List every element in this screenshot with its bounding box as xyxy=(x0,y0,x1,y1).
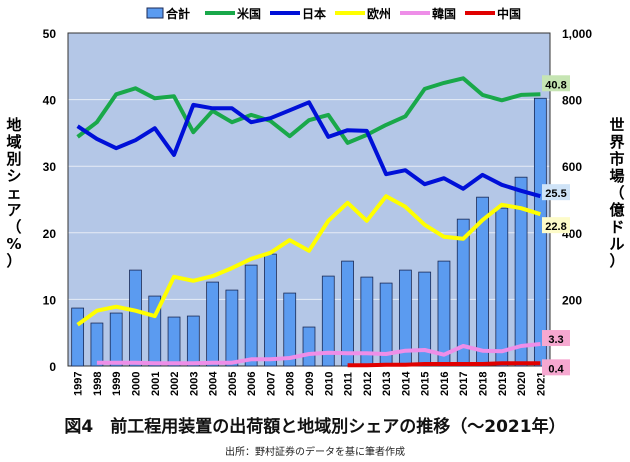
left-axis-title: ア xyxy=(6,201,21,219)
left-tick-label: 10 xyxy=(43,293,57,307)
bar-1998 xyxy=(90,322,104,367)
x-tick-label: 2014 xyxy=(400,371,412,396)
x-tick-label: 2002 xyxy=(169,372,181,396)
plot-area xyxy=(68,33,550,366)
end-label-box xyxy=(542,330,570,347)
right-axis-title: 世 xyxy=(609,116,624,134)
x-tick-label: 2003 xyxy=(188,372,200,396)
end-label-日本: 25.5 xyxy=(545,188,566,200)
right-tick-label: 600 xyxy=(562,160,582,174)
left-tick-label: 50 xyxy=(43,27,57,41)
end-label-box xyxy=(542,75,570,92)
x-tick-label: 2007 xyxy=(265,372,277,396)
x-tick-label: 2016 xyxy=(439,372,451,396)
legend-label: 韓国 xyxy=(432,6,456,21)
end-label-box xyxy=(542,359,570,376)
bar-2011 xyxy=(341,260,354,367)
left-axis-title: （ xyxy=(6,218,21,236)
bar-2016 xyxy=(437,260,451,367)
left-tick-label: 20 xyxy=(43,227,57,241)
legend-label: 合計 xyxy=(166,6,190,21)
x-tick-label: 2006 xyxy=(246,372,258,396)
end-label-中国: 0.4 xyxy=(548,363,564,375)
right-axis-title: （ xyxy=(609,184,624,202)
x-tick-label: 2004 xyxy=(208,371,220,396)
right-tick-label: 1,000 xyxy=(562,27,592,41)
x-tick-label: 2020 xyxy=(516,372,528,396)
x-tick-label: 2019 xyxy=(497,372,509,396)
left-axis-title: シ xyxy=(6,167,21,185)
series-line-中国 xyxy=(347,361,541,368)
right-axis-title: ） xyxy=(609,252,624,270)
end-label-韓国: 3.3 xyxy=(548,334,563,346)
bar-2003 xyxy=(186,315,200,367)
bar-2017 xyxy=(456,218,470,367)
left-axis-title: 域 xyxy=(6,133,21,151)
bar-2009 xyxy=(302,326,316,367)
right-axis-title: 億 xyxy=(609,201,624,219)
left-axis-title: 別 xyxy=(5,150,21,168)
bar-2006 xyxy=(244,264,258,367)
x-tick-label: 2018 xyxy=(478,372,490,396)
series-line-米国 xyxy=(76,76,541,145)
bar-2000 xyxy=(129,269,142,367)
legend-label: 米国 xyxy=(237,6,261,21)
bar-2007 xyxy=(264,253,277,367)
bar-2008 xyxy=(283,292,297,367)
x-tick-label: 2001 xyxy=(150,372,162,396)
legend-label: 日本 xyxy=(302,6,326,21)
chart: 0102030405002004006008001,00019971998199… xyxy=(5,6,624,396)
right-axis-title: 市 xyxy=(609,150,624,168)
bar-1997 xyxy=(71,307,85,367)
left-tick-label: 40 xyxy=(43,94,57,108)
left-axis-title: ） xyxy=(6,252,21,270)
chart-source: 出所：野村証券のデータを基に筆者作成 xyxy=(225,447,405,458)
right-tick-label: 800 xyxy=(562,94,582,108)
series-line-欧州 xyxy=(76,194,541,327)
bar-1999 xyxy=(109,312,123,367)
end-label-box xyxy=(542,184,570,201)
x-tick-label: 2009 xyxy=(304,372,316,396)
right-axis-title: 場 xyxy=(609,167,624,185)
chart-title: 図4 前工程用装置の出荷額と地域別シェアの推移（～2021年） xyxy=(64,417,566,437)
right-tick-label: 200 xyxy=(562,293,582,307)
left-axis-title: % xyxy=(6,235,21,253)
legend-swatch-bar xyxy=(146,7,164,19)
right-axis-title: 界 xyxy=(609,133,624,151)
x-tick-label: 2021 xyxy=(535,372,547,396)
x-tick-label: 2005 xyxy=(227,372,239,396)
legend-label: 中国 xyxy=(497,6,521,21)
x-tick-label: 1997 xyxy=(73,372,85,396)
bar-2004 xyxy=(206,281,219,367)
x-tick-label: 2012 xyxy=(362,372,374,396)
right-axis-title: ル xyxy=(609,235,624,253)
left-axis-title: 地 xyxy=(6,116,21,134)
bar-2019 xyxy=(495,207,509,367)
legend-label: 欧州 xyxy=(367,6,391,21)
bar-2018 xyxy=(476,196,489,367)
right-axis-title: ド xyxy=(609,218,624,236)
series-line-韓国 xyxy=(96,342,541,366)
bar-2001 xyxy=(148,295,162,367)
left-axis-title: ェ xyxy=(6,184,21,202)
bar-2010 xyxy=(321,275,335,367)
x-tick-label: 2000 xyxy=(130,372,142,396)
bar-2005 xyxy=(225,289,239,367)
left-tick-label: 0 xyxy=(49,360,56,374)
left-tick-label: 30 xyxy=(43,160,57,174)
series-line-日本 xyxy=(76,100,541,199)
x-tick-label: 2008 xyxy=(285,372,297,396)
x-tick-label: 2013 xyxy=(381,372,393,396)
x-tick-label: 2011 xyxy=(343,372,355,396)
x-tick-label: 2017 xyxy=(458,372,470,396)
x-tick-label: 1998 xyxy=(92,372,104,396)
x-tick-label: 1999 xyxy=(111,372,123,396)
x-tick-label: 2015 xyxy=(420,372,432,396)
x-tick-label: 2010 xyxy=(323,372,335,396)
bar-2002 xyxy=(167,316,181,367)
end-label-box xyxy=(542,217,570,234)
end-label-米国: 40.8 xyxy=(545,79,566,91)
end-label-欧州: 22.8 xyxy=(545,221,566,233)
bar-2020 xyxy=(514,176,528,367)
